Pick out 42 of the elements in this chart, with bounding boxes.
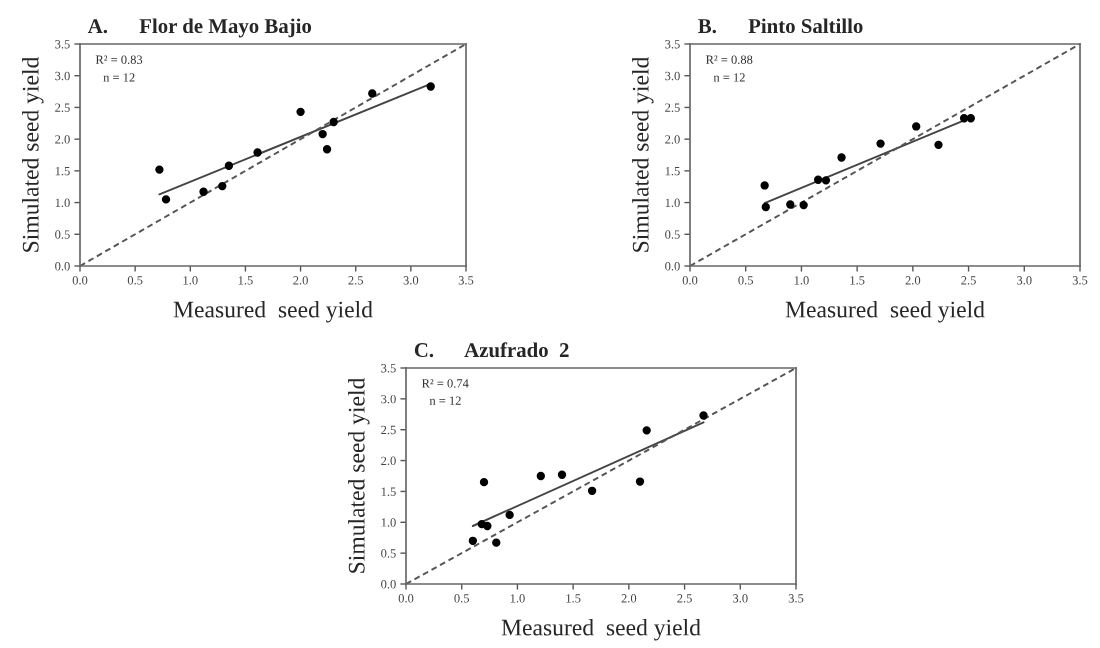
point	[479, 478, 489, 487]
point	[760, 181, 769, 190]
point	[224, 161, 234, 170]
point	[468, 536, 478, 545]
point	[161, 195, 171, 204]
point	[821, 176, 831, 185]
x-axis-title: Measured seed yield	[785, 300, 985, 323]
point	[934, 140, 943, 150]
point	[799, 200, 808, 210]
y-axis-title: Simulated seed yield	[22, 56, 44, 252]
chart-title: C. Azufrado 2	[414, 342, 569, 358]
point	[837, 153, 846, 162]
point	[426, 82, 435, 91]
point	[557, 470, 567, 479]
point	[318, 129, 327, 139]
y-axis-title: Simulated seed yield	[348, 377, 370, 573]
point	[492, 538, 501, 547]
chart-title: A. Flor de Mayo Bajio	[87, 18, 312, 38]
x-axis-title: Measured seed yield	[501, 618, 701, 641]
point	[253, 148, 262, 157]
point	[813, 175, 823, 184]
point	[155, 165, 164, 174]
point	[912, 122, 921, 131]
point	[587, 486, 597, 495]
point	[642, 426, 651, 435]
point	[966, 114, 975, 123]
point	[635, 477, 645, 486]
x-axis-title: Measured seed yield	[173, 300, 373, 323]
point	[761, 202, 770, 212]
point	[322, 145, 332, 154]
point	[786, 200, 795, 209]
chart-title: B. Pinto Saltillo	[698, 18, 863, 34]
point	[876, 139, 885, 148]
point	[329, 117, 338, 127]
point	[483, 521, 492, 531]
point	[505, 510, 514, 520]
point	[296, 107, 305, 117]
point	[199, 187, 208, 196]
point	[368, 89, 377, 98]
y-axis-title: Simulated seed yield	[632, 56, 654, 252]
point	[218, 181, 227, 191]
point	[536, 471, 545, 481]
